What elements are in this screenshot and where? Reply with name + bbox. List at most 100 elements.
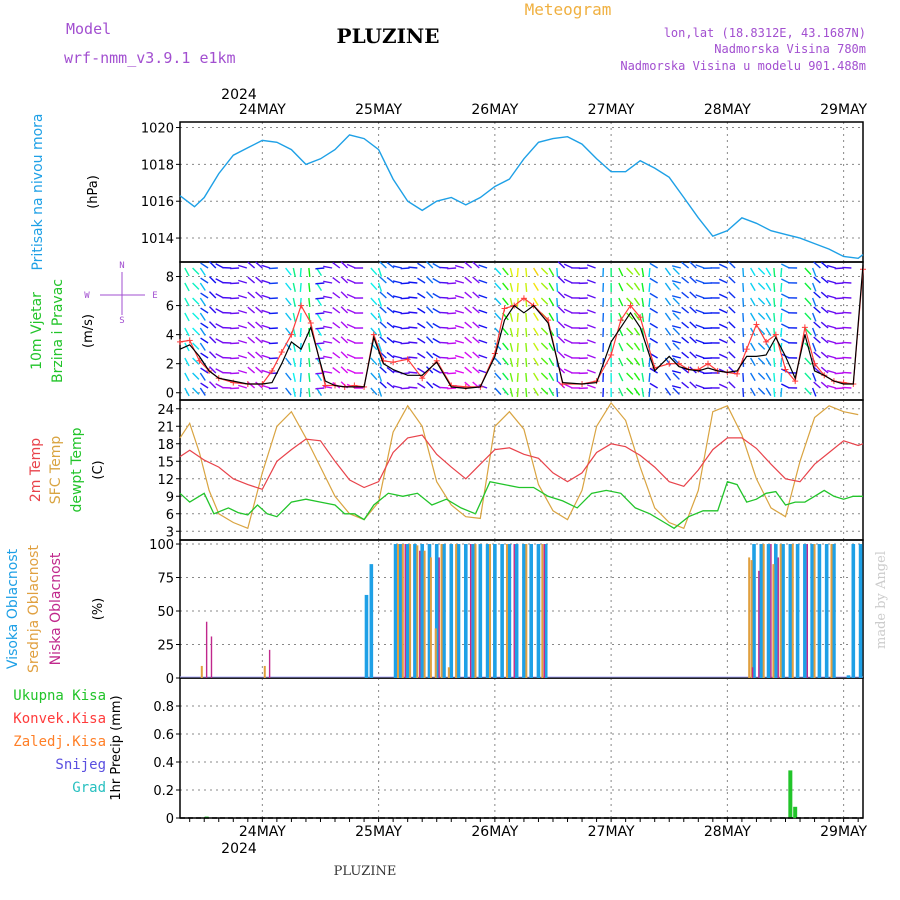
wind-barb — [781, 263, 790, 269]
wind-barb — [742, 282, 745, 293]
wind-barb — [773, 357, 776, 368]
wind-barb — [184, 312, 190, 322]
wind-barb — [400, 282, 410, 285]
wind-barb — [268, 297, 278, 300]
wind-barb — [308, 357, 311, 368]
wind-barb — [447, 327, 457, 330]
wind-barb — [842, 311, 852, 314]
wind-barb — [648, 357, 651, 368]
wind-barb — [439, 311, 449, 314]
wind-barb — [742, 267, 745, 278]
chart-title: Meteogram — [525, 0, 612, 19]
wind-barb — [464, 321, 473, 329]
wind-barb — [689, 261, 697, 269]
wind-barb — [695, 384, 705, 389]
wind-barb — [247, 261, 256, 269]
wind-barb — [557, 276, 566, 284]
wind-barb — [804, 372, 812, 381]
wind-barb — [215, 353, 224, 359]
panel-frame — [179, 121, 864, 263]
wind-barb — [340, 336, 349, 344]
wind-barb — [811, 342, 817, 352]
wind-barb — [261, 369, 271, 374]
y-tick-label: 100 — [149, 538, 174, 553]
day-label-top: 29MAY — [820, 102, 867, 118]
y-tick-label: 75 — [157, 572, 174, 587]
wind-barb — [200, 367, 209, 374]
y-tick-label: 0 — [166, 812, 174, 827]
wind-barb — [648, 297, 651, 308]
wind-barb — [804, 267, 812, 276]
wind-barb — [626, 387, 634, 395]
wind-barb — [681, 306, 690, 314]
wind-barb — [332, 292, 341, 299]
cloud-bar-high — [369, 564, 374, 678]
wind-barb — [648, 267, 651, 278]
wind-barb — [478, 279, 488, 284]
wind-barb — [285, 282, 292, 291]
wind-barb — [671, 325, 682, 329]
wind-barb — [781, 323, 790, 329]
wind-barb — [255, 351, 263, 359]
wind-barb — [308, 267, 311, 278]
day-label-top: 27MAY — [588, 102, 635, 118]
wind-barb — [681, 321, 690, 329]
wind-barb — [392, 355, 403, 359]
y-tick-label: 2 — [166, 358, 174, 373]
wind-barb — [563, 383, 573, 389]
wind-barb — [370, 282, 378, 291]
wind-barb — [447, 297, 457, 300]
cloud-bar-mid — [830, 544, 833, 678]
wind-barb — [834, 357, 844, 360]
wind-barb — [681, 276, 690, 284]
wind-barb — [454, 294, 465, 299]
cloud-bar-low — [806, 544, 808, 678]
wind-barb — [454, 309, 465, 314]
wind-barb — [464, 306, 473, 314]
wind-barb — [502, 267, 509, 276]
wind-barb — [626, 297, 634, 305]
wind-barb — [618, 297, 624, 307]
wind-barb — [540, 342, 549, 350]
precip-legend-item: Grad — [72, 780, 106, 796]
wind-axis-label-1: 10m Vjetar — [29, 292, 45, 370]
wind-barb — [695, 354, 705, 359]
wind-barb — [689, 336, 697, 344]
wind-barb — [626, 357, 634, 365]
wind-barb — [292, 282, 296, 292]
wind-barb — [626, 327, 634, 335]
wind-barb — [525, 312, 528, 323]
y-tick-label: 0.6 — [153, 728, 174, 743]
precip-legend-item: Snijeg — [55, 757, 106, 773]
wind-barb — [742, 387, 745, 398]
wind-barb — [408, 266, 418, 269]
wind-barb — [386, 276, 395, 284]
wind-barb — [641, 297, 645, 307]
cloud-bar-high — [522, 544, 526, 678]
wind-barb — [192, 387, 200, 395]
wind-barb — [432, 262, 441, 269]
pressure-axis-label: Pritisak na nivou mora — [30, 113, 46, 270]
wind-barb — [230, 327, 240, 330]
series-line-pritisak-na-nivou-mora — [179, 134, 864, 260]
wind-barb — [308, 327, 311, 338]
wind-barb — [454, 324, 465, 329]
wind-barb — [292, 372, 296, 382]
wind-barb — [400, 297, 410, 300]
wind-barb — [557, 291, 566, 299]
wind-barb — [192, 357, 200, 365]
wind-barb — [408, 371, 418, 374]
wind-barb — [827, 339, 837, 344]
wind-barb — [370, 372, 378, 381]
wind-barb — [750, 342, 756, 352]
wind-barb — [377, 342, 383, 352]
wind-barb — [618, 342, 624, 352]
wind-barb — [494, 297, 502, 306]
wind-barb — [478, 294, 488, 299]
wind-barb — [472, 291, 480, 299]
cloud-bar-high — [759, 544, 764, 678]
wind-barb — [247, 351, 256, 359]
wind-barb — [780, 267, 783, 278]
wind-barb — [340, 261, 349, 269]
